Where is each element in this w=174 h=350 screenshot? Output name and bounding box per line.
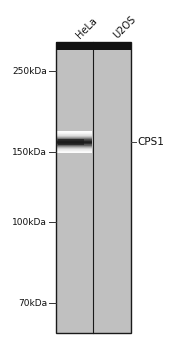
- Bar: [57, 136, 92, 137]
- Bar: [57, 147, 92, 148]
- Bar: [57, 152, 92, 153]
- Bar: [57, 149, 92, 150]
- Bar: [57, 137, 92, 138]
- Bar: [57, 141, 92, 142]
- Bar: [58, 139, 84, 145]
- Text: 250kDa: 250kDa: [12, 66, 47, 76]
- Bar: [57, 140, 92, 141]
- Bar: [57, 142, 92, 143]
- Bar: [57, 138, 92, 139]
- Text: 70kDa: 70kDa: [18, 299, 47, 308]
- Text: HeLa: HeLa: [74, 16, 99, 40]
- Bar: [57, 148, 92, 149]
- Text: 100kDa: 100kDa: [12, 218, 47, 226]
- Bar: [57, 146, 92, 147]
- Text: CPS1: CPS1: [137, 137, 164, 147]
- Text: U2OS: U2OS: [112, 14, 138, 40]
- Bar: [56, 42, 130, 50]
- Bar: [57, 134, 92, 135]
- Bar: [56, 42, 130, 332]
- Bar: [56, 42, 130, 332]
- Bar: [57, 144, 92, 145]
- Bar: [57, 135, 92, 136]
- Bar: [57, 145, 92, 146]
- Bar: [57, 131, 92, 132]
- Text: 150kDa: 150kDa: [12, 148, 47, 157]
- Bar: [57, 150, 92, 151]
- Bar: [57, 133, 92, 134]
- Bar: [57, 132, 92, 133]
- Bar: [57, 151, 92, 152]
- Bar: [57, 139, 92, 140]
